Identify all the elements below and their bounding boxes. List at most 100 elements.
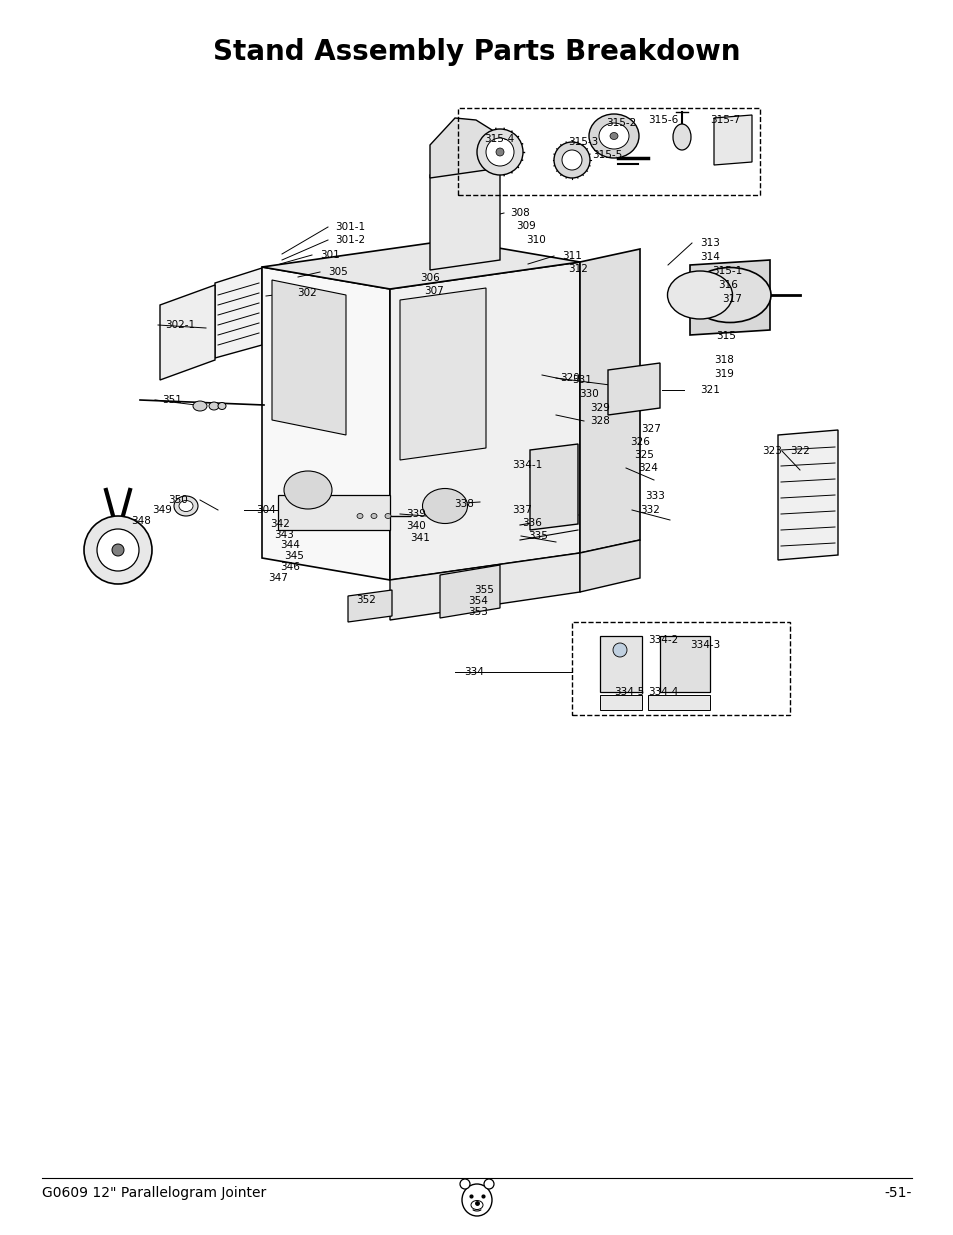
Text: 331: 331 [572, 375, 591, 385]
Text: 315-7: 315-7 [709, 115, 740, 125]
Text: 321: 321 [700, 385, 720, 395]
Ellipse shape [461, 1184, 492, 1216]
Text: 315-1: 315-1 [711, 266, 741, 275]
Polygon shape [579, 540, 639, 592]
Text: 352: 352 [355, 595, 375, 605]
Text: 334-4: 334-4 [647, 687, 678, 697]
Ellipse shape [84, 516, 152, 584]
Polygon shape [390, 262, 579, 580]
Text: 349: 349 [152, 505, 172, 515]
Text: 351: 351 [162, 395, 182, 405]
Text: 353: 353 [468, 606, 487, 618]
Text: 337: 337 [512, 505, 532, 515]
Text: 312: 312 [567, 264, 587, 274]
Text: 315-5: 315-5 [592, 149, 621, 161]
Text: 350: 350 [168, 495, 188, 505]
Ellipse shape [588, 114, 639, 158]
Ellipse shape [218, 403, 226, 410]
Text: 332: 332 [639, 505, 659, 515]
Text: 343: 343 [274, 530, 294, 540]
Polygon shape [160, 285, 214, 380]
Text: 324: 324 [638, 463, 658, 473]
Polygon shape [599, 636, 641, 692]
Ellipse shape [554, 142, 589, 178]
Polygon shape [390, 553, 579, 620]
Text: 315-4: 315-4 [483, 135, 514, 144]
Polygon shape [713, 115, 751, 165]
Text: 346: 346 [280, 562, 299, 572]
Text: 340: 340 [406, 521, 425, 531]
Ellipse shape [613, 643, 626, 657]
Text: 335: 335 [527, 531, 547, 541]
Ellipse shape [483, 1179, 494, 1189]
Polygon shape [277, 495, 390, 530]
Text: 319: 319 [713, 369, 733, 379]
Text: Stand Assembly Parts Breakdown: Stand Assembly Parts Breakdown [213, 38, 740, 65]
Text: 344: 344 [280, 540, 299, 550]
Ellipse shape [356, 514, 363, 519]
Ellipse shape [459, 1179, 470, 1189]
Text: 334-2: 334-2 [647, 635, 678, 645]
Text: 316: 316 [718, 280, 737, 290]
Polygon shape [214, 268, 262, 358]
Text: 313: 313 [700, 238, 720, 248]
Text: 325: 325 [634, 450, 653, 459]
Ellipse shape [179, 500, 193, 511]
Text: 315-3: 315-3 [567, 137, 598, 147]
Text: 306: 306 [419, 273, 439, 283]
Text: 302: 302 [296, 288, 316, 298]
Text: 302-1: 302-1 [165, 320, 195, 330]
Text: 304: 304 [255, 505, 275, 515]
Ellipse shape [485, 138, 514, 165]
Ellipse shape [598, 124, 628, 149]
Polygon shape [348, 590, 392, 622]
Text: 338: 338 [454, 499, 474, 509]
Text: 345: 345 [284, 551, 304, 561]
Ellipse shape [688, 268, 770, 322]
Polygon shape [689, 261, 769, 335]
Text: 334-3: 334-3 [689, 640, 720, 650]
Ellipse shape [476, 128, 522, 175]
Text: 329: 329 [589, 403, 609, 412]
Polygon shape [272, 280, 346, 435]
Text: 336: 336 [521, 517, 541, 529]
Text: 315-2: 315-2 [605, 119, 636, 128]
Ellipse shape [193, 401, 207, 411]
Text: 342: 342 [270, 519, 290, 529]
Text: -51-: -51- [883, 1186, 911, 1200]
Text: 315-6: 315-6 [647, 115, 678, 125]
Ellipse shape [672, 124, 690, 149]
Bar [572, 622, 789, 715]
Text: 327: 327 [640, 424, 660, 433]
Ellipse shape [371, 514, 376, 519]
Text: 301: 301 [319, 249, 339, 261]
Text: 305: 305 [328, 267, 348, 277]
Polygon shape [530, 445, 578, 530]
Text: 308: 308 [510, 207, 529, 219]
Ellipse shape [667, 270, 732, 319]
Ellipse shape [471, 1200, 482, 1209]
Polygon shape [647, 695, 709, 710]
Text: 334: 334 [463, 667, 483, 677]
Text: 334-5: 334-5 [614, 687, 643, 697]
Text: 334-1: 334-1 [512, 459, 541, 471]
Polygon shape [607, 363, 659, 415]
Polygon shape [430, 119, 499, 178]
Ellipse shape [112, 543, 124, 556]
Ellipse shape [561, 149, 581, 170]
Text: 328: 328 [589, 416, 609, 426]
Text: G0609 12" Parallelogram Jointer: G0609 12" Parallelogram Jointer [42, 1186, 266, 1200]
Text: 318: 318 [713, 354, 733, 366]
Text: 311: 311 [561, 251, 581, 261]
Text: 326: 326 [629, 437, 649, 447]
Text: 323: 323 [761, 446, 781, 456]
Polygon shape [262, 267, 390, 580]
Ellipse shape [422, 489, 467, 524]
Ellipse shape [496, 148, 503, 156]
Text: 301-2: 301-2 [335, 235, 365, 245]
Ellipse shape [173, 496, 198, 516]
Text: 333: 333 [644, 492, 664, 501]
Text: 315: 315 [716, 331, 735, 341]
Text: 330: 330 [578, 389, 598, 399]
Text: 310: 310 [525, 235, 545, 245]
